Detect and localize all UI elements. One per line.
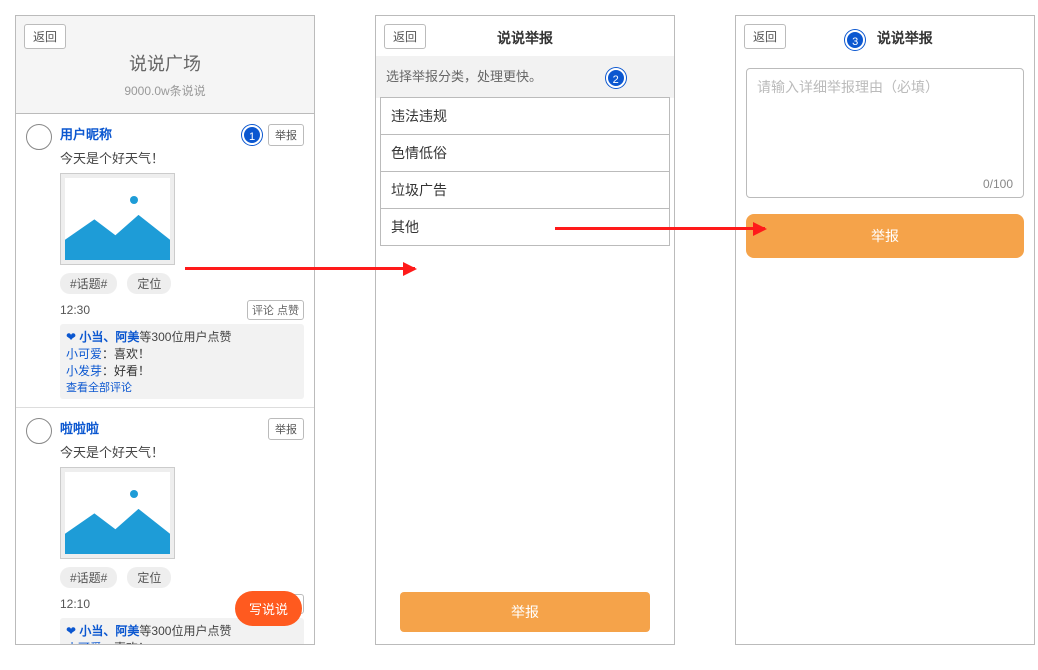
liker-names[interactable]: 小当、阿美	[79, 624, 139, 638]
post-content: 今天是个好天气！	[60, 148, 304, 167]
post-content: 今天是个好天气！	[60, 442, 304, 461]
heart-icon: ❤	[66, 624, 76, 638]
page-title: 说说举报	[877, 28, 933, 48]
avatar[interactable]	[26, 418, 52, 444]
commenter-name[interactable]: 小可爱	[66, 347, 102, 361]
post-time: 12:30	[60, 303, 90, 317]
topic-tag[interactable]: #话题#	[60, 273, 117, 294]
username-link[interactable]: 用户昵称	[60, 124, 112, 143]
like-count-text: 等300位用户点赞	[139, 624, 231, 638]
comment-text: ：喜欢！	[102, 641, 150, 645]
commenter-name[interactable]: 小发芽	[66, 364, 102, 378]
category-option[interactable]: 违法违规	[380, 97, 670, 135]
feed-header: 返回 说说广场 9000.0w条说说	[16, 16, 314, 114]
screen-report-reason: 返回 3 说说举报 请输入详细举报理由（必填） 0/100 举报	[735, 15, 1035, 645]
char-counter: 0/100	[983, 177, 1013, 191]
location-tag[interactable]: 定位	[127, 273, 171, 294]
view-all-comments-link[interactable]: 查看全部评论	[66, 379, 298, 395]
comment-box: ❤ 小当、阿美等300位用户点赞 小可爱：喜欢！ 小发芽：好看！ 查看全部评论	[60, 324, 304, 399]
like-count-text: 等300位用户点赞	[139, 330, 231, 344]
post-time: 12:10	[60, 597, 90, 611]
back-button[interactable]: 返回	[744, 24, 786, 49]
post-image[interactable]	[60, 467, 175, 559]
commenter-name[interactable]: 小可爱	[66, 641, 102, 645]
flow-arrow-1	[185, 267, 415, 270]
report-subtitle: 选择举报分类，处理更快。 2	[376, 56, 674, 98]
liker-names[interactable]: 小当、阿美	[79, 330, 139, 344]
back-button[interactable]: 返回	[24, 24, 66, 49]
step-badge-1: 1	[242, 125, 262, 145]
step-badge-2: 2	[606, 68, 626, 88]
wireframe-canvas: 返回 说说广场 9000.0w条说说 用户昵称 1 举报 今天是个好天气！	[15, 15, 1025, 655]
screen-feed: 返回 说说广场 9000.0w条说说 用户昵称 1 举报 今天是个好天气！	[15, 15, 315, 645]
page-subtitle: 9000.0w条说说	[24, 82, 306, 99]
page-title: 说说广场	[24, 50, 306, 76]
heart-icon: ❤	[66, 330, 76, 344]
avatar[interactable]	[26, 124, 52, 150]
comment-like-button[interactable]: 评论 点赞	[247, 300, 304, 320]
submit-report-button[interactable]: 举报	[400, 592, 650, 632]
post-item: 用户昵称 1 举报 今天是个好天气！ #话题# 定位 12:30 评论 点赞	[16, 114, 314, 408]
post-image[interactable]	[60, 173, 175, 265]
category-option[interactable]: 色情低俗	[380, 134, 670, 172]
report-header: 返回 说说举报	[376, 16, 674, 56]
comment-text: ：喜欢！	[102, 347, 150, 361]
screen-report-category: 返回 说说举报 选择举报分类，处理更快。 2 违法违规 色情低俗 垃圾广告 其他…	[375, 15, 675, 645]
topic-tag[interactable]: #话题#	[60, 567, 117, 588]
username-link[interactable]: 啦啦啦	[60, 418, 99, 437]
report-button[interactable]: 举报	[268, 418, 304, 440]
step-badge-3: 3	[845, 30, 865, 50]
write-post-fab[interactable]: 写说说	[235, 591, 302, 626]
comment-text: ：好看！	[102, 364, 150, 378]
report-header: 返回 3 说说举报	[736, 16, 1034, 58]
reason-placeholder: 请输入详细举报理由（必填）	[757, 79, 939, 95]
submit-report-button[interactable]: 举报	[746, 214, 1024, 258]
report-button[interactable]: 举报	[268, 124, 304, 146]
page-title: 说说举报	[497, 28, 553, 48]
location-tag[interactable]: 定位	[127, 567, 171, 588]
back-button[interactable]: 返回	[384, 24, 426, 49]
category-option[interactable]: 垃圾广告	[380, 171, 670, 209]
flow-arrow-2	[555, 227, 765, 230]
reason-textarea[interactable]: 请输入详细举报理由（必填） 0/100	[746, 68, 1024, 198]
